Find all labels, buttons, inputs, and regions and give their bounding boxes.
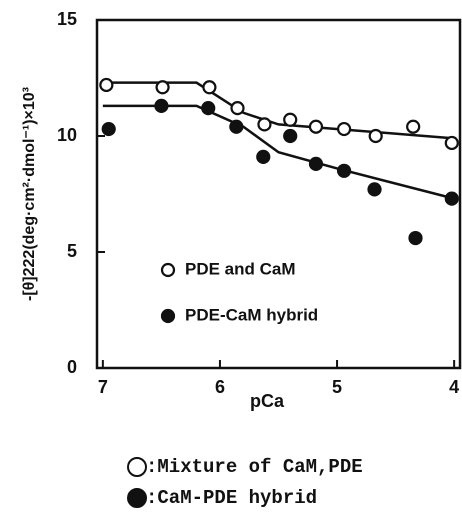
y-axis-label: -[θ]222(deg·cm²·dmol⁻¹)×10³ xyxy=(21,87,38,301)
y-tick-label: 0 xyxy=(67,357,77,377)
data-point xyxy=(99,77,114,93)
x-axis-label: pCa xyxy=(250,391,285,411)
x-tick-label: 5 xyxy=(332,377,342,397)
data-point xyxy=(154,98,169,113)
fit-line xyxy=(102,104,455,200)
data-point xyxy=(256,149,271,164)
data-point xyxy=(308,119,324,134)
data-point xyxy=(336,163,352,178)
data-point xyxy=(101,121,116,137)
data-point xyxy=(308,156,324,171)
fit-line xyxy=(102,81,455,140)
data-point xyxy=(202,80,217,95)
y-tick-label: 5 xyxy=(67,241,77,261)
data-point xyxy=(408,230,423,246)
data-point xyxy=(229,119,244,134)
data-point xyxy=(201,101,216,116)
data-point xyxy=(444,135,459,151)
data-point xyxy=(283,128,298,144)
data-point xyxy=(444,191,459,206)
data-point xyxy=(283,112,298,127)
data-point xyxy=(367,182,382,197)
x-tick-label: 4 xyxy=(449,377,459,397)
caption: :CaM-PDE hybrid xyxy=(146,487,317,509)
data-point xyxy=(257,117,272,132)
legend-marker xyxy=(160,308,176,324)
x-tick-label: 7 xyxy=(98,377,108,397)
data-point xyxy=(155,80,170,95)
legend-marker xyxy=(160,262,176,278)
legend-label: PDE-CaM hybrid xyxy=(185,305,318,324)
data-point xyxy=(406,119,421,134)
y-tick-label: 15 xyxy=(57,9,77,29)
caption: :Mixture of CaM,PDE xyxy=(146,456,363,478)
x-tick-label: 6 xyxy=(215,377,225,397)
y-tick-label: 10 xyxy=(57,125,77,145)
data-point xyxy=(368,128,383,144)
plot-frame xyxy=(95,18,462,370)
caption-marker xyxy=(127,488,147,508)
data-point xyxy=(336,121,352,137)
caption-marker xyxy=(127,457,147,477)
legend-label: PDE and CaM xyxy=(185,259,296,278)
data-point xyxy=(230,101,245,116)
